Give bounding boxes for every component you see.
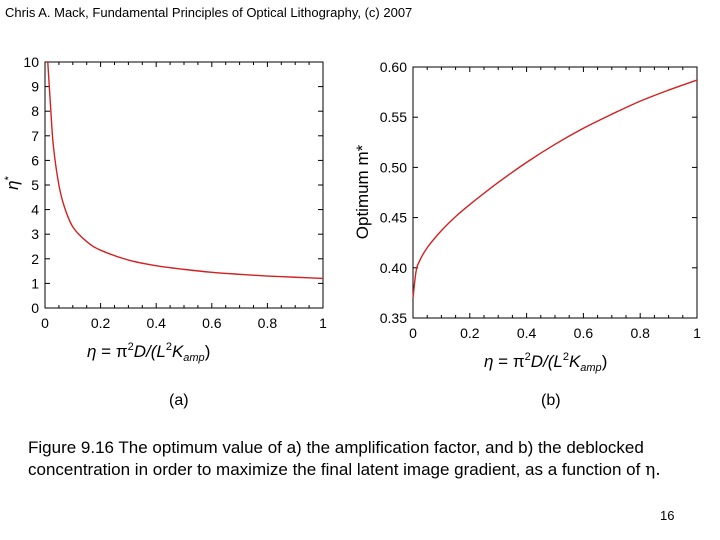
- chart-a-y-tick-label: 2: [31, 251, 39, 267]
- chart-a-y-tick-label: 0: [31, 300, 39, 316]
- chart-b-y-tick-label: 0.40: [380, 260, 407, 276]
- chart-a-y-axis-label: η*: [3, 175, 22, 189]
- chart-a-y-tick-label: 4: [31, 202, 39, 218]
- chart-b-x-axis-label: η = π2D/(L2Kamp): [484, 351, 607, 374]
- chart-a-y-tick-label: 1: [31, 275, 39, 291]
- chart-b-y-tick-label: 0.60: [380, 59, 407, 75]
- chart-b: 0.35 0.40 0.45 0.50 0.55 0.60 0 0.2 0.4 0.6 0.8 1 O…: [353, 59, 701, 374]
- chart-a-x-axis-label: η = π2D/(L2Kamp): [87, 341, 210, 364]
- chart-a-y-tick-label: 7: [31, 128, 39, 144]
- chart-a-y-tick-label: 8: [31, 103, 39, 119]
- chart-a-x-tick-label: 1: [319, 315, 327, 331]
- chart-a-y-tick-label: 5: [31, 177, 39, 193]
- panel-label-a: (a): [169, 392, 189, 409]
- chart-b-plot-area: [412, 66, 698, 319]
- panel-label-b: (b): [541, 392, 561, 409]
- chart-a-plot-area: [44, 61, 324, 309]
- chart-b-series-line: [412, 79, 698, 298]
- slide-header: Chris A. Mack, Fundamental Principles of…: [5, 5, 413, 20]
- chart-b-x-tick-label: 0.4: [517, 325, 537, 341]
- chart-b-x-tick-label: 0.6: [574, 325, 594, 341]
- chart-b-x-tick-label: 0: [409, 325, 417, 341]
- chart-b-x-tick-label: 0.2: [460, 325, 480, 341]
- chart-a-ticks: 0 1 2 3 4 5 6 7 8 9 10 0 0.2 0.4 0.6 0.8 1: [23, 54, 327, 331]
- chart-b-y-tick-label: 0.50: [380, 159, 407, 175]
- chart-b-y-axis-label: Optimum m*: [353, 144, 372, 239]
- chart-b-y-tick-label: 0.45: [380, 210, 407, 226]
- chart-b-y-tick-label: 0.35: [380, 310, 407, 326]
- page-number: 16: [660, 508, 675, 523]
- chart-a-x-tick-label: 0: [41, 315, 49, 331]
- figure-caption: Figure 9.16 The optimum value of a) the …: [28, 437, 708, 481]
- chart-a-series-line: [47, 61, 324, 280]
- chart-b-x-tick-label: 0.8: [630, 325, 650, 341]
- chart-a: 0 1 2 3 4 5 6 7 8 9 10 0 0.2 0.4 0.6 0.8 1 η* η = π2D/(L…: [3, 54, 327, 364]
- chart-a-x-tick-label: 0.4: [146, 315, 166, 331]
- chart-b-y-tick-label: 0.55: [380, 109, 407, 125]
- chart-b-ticks: 0.35 0.40 0.45 0.50 0.55 0.60 0 0.2 0.4 0.6 0.8 1: [380, 59, 701, 341]
- chart-b-x-tick-label: 1: [693, 325, 701, 341]
- caption-text: Figure 9.16 The optimum value of a) the …: [28, 438, 644, 479]
- chart-a-y-tick-label: 6: [31, 152, 39, 168]
- chart-a-y-tick-label: 3: [31, 226, 39, 242]
- chart-a-x-tick-label: 0.2: [91, 315, 111, 331]
- chart-a-y-tick-label: 9: [31, 79, 39, 95]
- caption-symbol: η.: [645, 460, 661, 480]
- chart-a-x-tick-label: 0.8: [258, 315, 278, 331]
- chart-a-x-tick-label: 0.6: [202, 315, 222, 331]
- chart-a-y-tick-label: 10: [23, 54, 39, 70]
